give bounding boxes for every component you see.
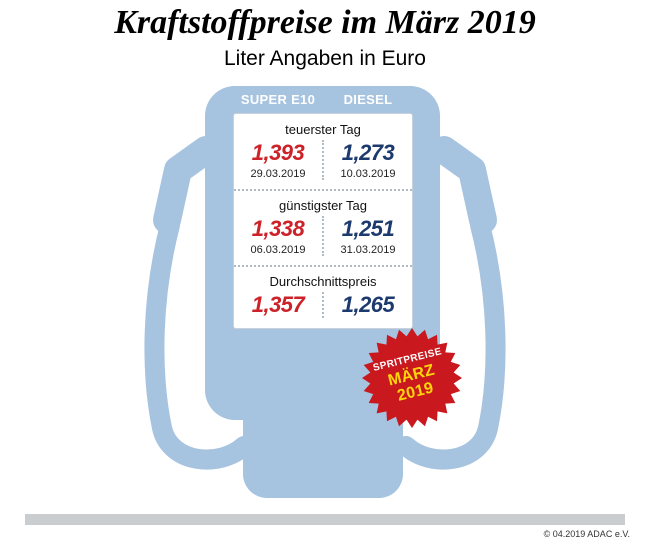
price-value-super-e10: 1,357 — [251, 292, 305, 317]
column-header-super-e10: SUPER E10 — [240, 92, 316, 107]
pump-body-base — [243, 330, 403, 498]
super-e10-cell: 1,393 29.03.2019 — [234, 140, 324, 180]
footer-bar — [25, 514, 625, 525]
price-section-teuerster-tag: teuerster Tag 1,393 29.03.2019 1,273 10.… — [234, 115, 412, 189]
page-title: Kraftstoffpreise im März 2019 — [114, 4, 536, 41]
fuel-type-header: SUPER E10 DIESEL — [233, 92, 413, 107]
section-label: teuerster Tag — [285, 122, 361, 137]
page-subtitle: Liter Angaben in Euro — [224, 47, 426, 70]
section-label: Durchschnittspreis — [269, 274, 377, 289]
price-date-diesel: 31.03.2019 — [340, 244, 396, 256]
diesel-cell: 1,251 31.03.2019 — [324, 216, 412, 256]
price-value-super-e10: 1,338 — [251, 216, 305, 241]
price-date-super-e10: 29.03.2019 — [250, 168, 306, 180]
price-date-diesel: 10.03.2019 — [340, 168, 396, 180]
diesel-cell: 1,273 10.03.2019 — [324, 140, 412, 180]
left-nozzle-icon — [153, 136, 220, 234]
price-value-super-e10: 1,393 — [251, 140, 305, 165]
diesel-cell: 1,265 — [324, 292, 412, 318]
price-value-diesel: 1,251 — [341, 216, 395, 241]
price-section-durchschnittspreis: Durchschnittspreis 1,357 1,265 — [234, 265, 412, 327]
promo-badge: SPRITPREISE MÄRZ 2019 — [362, 328, 462, 428]
column-header-diesel: DIESEL — [343, 92, 393, 107]
right-nozzle-icon — [430, 136, 497, 234]
right-hose — [396, 215, 506, 470]
super-e10-cell: 1,338 06.03.2019 — [234, 216, 324, 256]
price-value-diesel: 1,265 — [341, 292, 395, 317]
price-section-guenstigster-tag: günstigster Tag 1,338 06.03.2019 1,251 3… — [234, 189, 412, 265]
badge-starburst-icon — [362, 328, 462, 428]
price-date-super-e10: 06.03.2019 — [250, 244, 306, 256]
copyright-text: © 04.2019 ADAC e.V. — [543, 529, 630, 539]
super-e10-cell: 1,357 — [234, 292, 324, 318]
pump-display-panel: teuerster Tag 1,393 29.03.2019 1,273 10.… — [233, 113, 413, 329]
section-label: günstigster Tag — [279, 198, 367, 213]
price-value-diesel: 1,273 — [341, 140, 395, 165]
left-hose — [144, 215, 254, 470]
badge-text: SPRITPREISE MÄRZ 2019 — [351, 317, 472, 438]
